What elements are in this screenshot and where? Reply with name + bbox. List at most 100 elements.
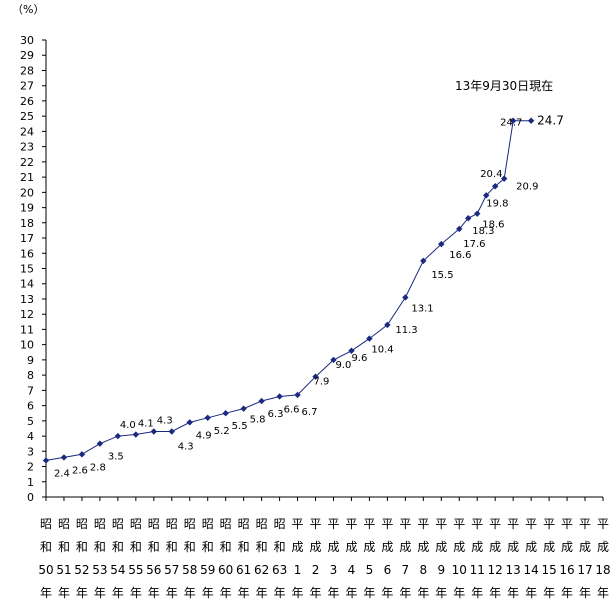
- x-tick-label: 年: [579, 586, 591, 600]
- x-tick-label: 成: [345, 540, 357, 554]
- x-tick-label: 年: [363, 586, 375, 600]
- data-label: 3.5: [108, 452, 124, 463]
- x-tick-label: 成: [399, 540, 411, 554]
- x-tick-label: 13: [506, 563, 521, 577]
- data-point-marker: [78, 451, 86, 458]
- x-tick-label: 年: [399, 586, 411, 600]
- data-label: 17.6: [463, 239, 485, 250]
- x-tick-label: 9: [437, 563, 445, 577]
- x-tick-label: 平: [597, 517, 609, 531]
- x-tick-label: 6: [384, 563, 392, 577]
- y-axis-unit-label: （%）: [12, 3, 44, 16]
- data-point-marker: [42, 457, 50, 464]
- data-point-marker: [402, 294, 409, 301]
- data-label: 19.8: [486, 198, 508, 209]
- data-point-marker: [168, 428, 175, 435]
- x-tick-label: 昭: [58, 517, 70, 531]
- data-point-marker: [348, 347, 355, 354]
- x-tick-label: 平: [363, 517, 375, 531]
- data-label: 16.6: [449, 250, 471, 261]
- x-tick-label: 平: [399, 517, 411, 531]
- x-tick-label: 成: [471, 540, 483, 554]
- data-point-marker: [204, 414, 211, 421]
- data-label: 4.9: [196, 430, 212, 441]
- x-tick-label: 平: [435, 517, 447, 531]
- x-tick-label: 和: [94, 540, 106, 554]
- y-tick-label: 12: [20, 308, 34, 321]
- data-label: 4.1: [138, 419, 154, 430]
- x-tick-label: 年: [345, 586, 357, 600]
- x-tick-label: 11: [470, 563, 485, 577]
- data-label: 20.9: [516, 182, 538, 193]
- x-tick-label: 年: [327, 586, 339, 600]
- x-tick-label: 年: [256, 586, 268, 600]
- x-tick-label: 年: [184, 586, 196, 600]
- y-tick-label: 17: [20, 232, 34, 245]
- x-tick-label: 昭: [220, 517, 232, 531]
- x-tick-label: 50: [38, 563, 53, 577]
- x-tick-label: 和: [202, 540, 214, 554]
- y-tick-label: 16: [20, 247, 34, 260]
- x-tick-label: 年: [417, 586, 429, 600]
- y-tick-label: 29: [20, 49, 34, 62]
- data-point-marker: [491, 183, 499, 190]
- data-point-marker: [132, 431, 140, 438]
- x-tick-label: 年: [130, 586, 142, 600]
- data-point-marker: [186, 419, 193, 426]
- data-label: 18.3: [472, 226, 494, 237]
- data-point-marker: [420, 257, 427, 265]
- data-point-marker: [500, 175, 508, 182]
- x-tick-label: 年: [292, 586, 304, 600]
- x-tick-label: 和: [130, 540, 142, 554]
- data-point-marker: [474, 210, 481, 217]
- x-tick-label: 平: [292, 517, 304, 531]
- x-tick-label: 年: [112, 586, 124, 600]
- data-label: 2.6: [72, 465, 88, 476]
- x-tick-label: 年: [220, 586, 232, 600]
- x-tick-label: 和: [238, 540, 250, 554]
- x-tick-label: 平: [561, 517, 573, 531]
- x-tick-label: 和: [58, 540, 70, 554]
- x-tick-label: 3: [330, 563, 338, 577]
- x-tick-label: 平: [327, 517, 339, 531]
- data-point-marker: [456, 225, 463, 233]
- data-point-marker: [96, 440, 104, 447]
- data-point-marker: [60, 454, 68, 461]
- x-tick-label: 年: [166, 586, 178, 600]
- x-tick-label: 和: [76, 540, 88, 554]
- x-tick-label: 1: [294, 563, 302, 577]
- y-tick-label: 21: [20, 171, 34, 184]
- data-label: 20.4: [480, 169, 502, 180]
- x-tick-label: 年: [435, 586, 447, 600]
- x-tick-label: 14: [523, 563, 538, 577]
- y-tick-label: 27: [20, 80, 34, 93]
- data-label: 7.9: [314, 377, 330, 388]
- x-tick-label: 成: [525, 540, 537, 554]
- y-tick-label: 11: [20, 323, 34, 336]
- data-label: 9.6: [351, 353, 367, 364]
- data-point-marker: [150, 428, 158, 435]
- x-tick-label: 55: [128, 563, 143, 577]
- data-label: 6.3: [268, 409, 284, 420]
- x-tick-label: 54: [110, 563, 125, 577]
- y-tick-label: 8: [27, 369, 34, 382]
- x-tick-label: 昭: [94, 517, 106, 531]
- x-tick-label: 年: [310, 586, 322, 600]
- as-of-date-note: 13年9月30日現在: [455, 79, 553, 93]
- x-tick-label: 成: [579, 540, 591, 554]
- x-tick-label: 年: [238, 586, 250, 600]
- x-tick-label: 年: [58, 586, 70, 600]
- data-label: 6.6: [284, 404, 300, 415]
- data-point-marker: [114, 432, 122, 440]
- x-tick-label: 年: [597, 586, 609, 600]
- x-tick-label: 成: [453, 540, 465, 554]
- x-tick-label: 成: [507, 540, 519, 554]
- x-tick-label: 51: [56, 563, 71, 577]
- y-tick-label: 24: [20, 125, 34, 138]
- x-tick-label: 年: [381, 586, 393, 600]
- data-label: 5.5: [232, 421, 248, 432]
- y-tick-label: 19: [20, 202, 34, 215]
- y-tick-label: 13: [20, 293, 34, 306]
- data-label: 2.8: [90, 462, 106, 473]
- x-tick-label: 年: [202, 586, 214, 600]
